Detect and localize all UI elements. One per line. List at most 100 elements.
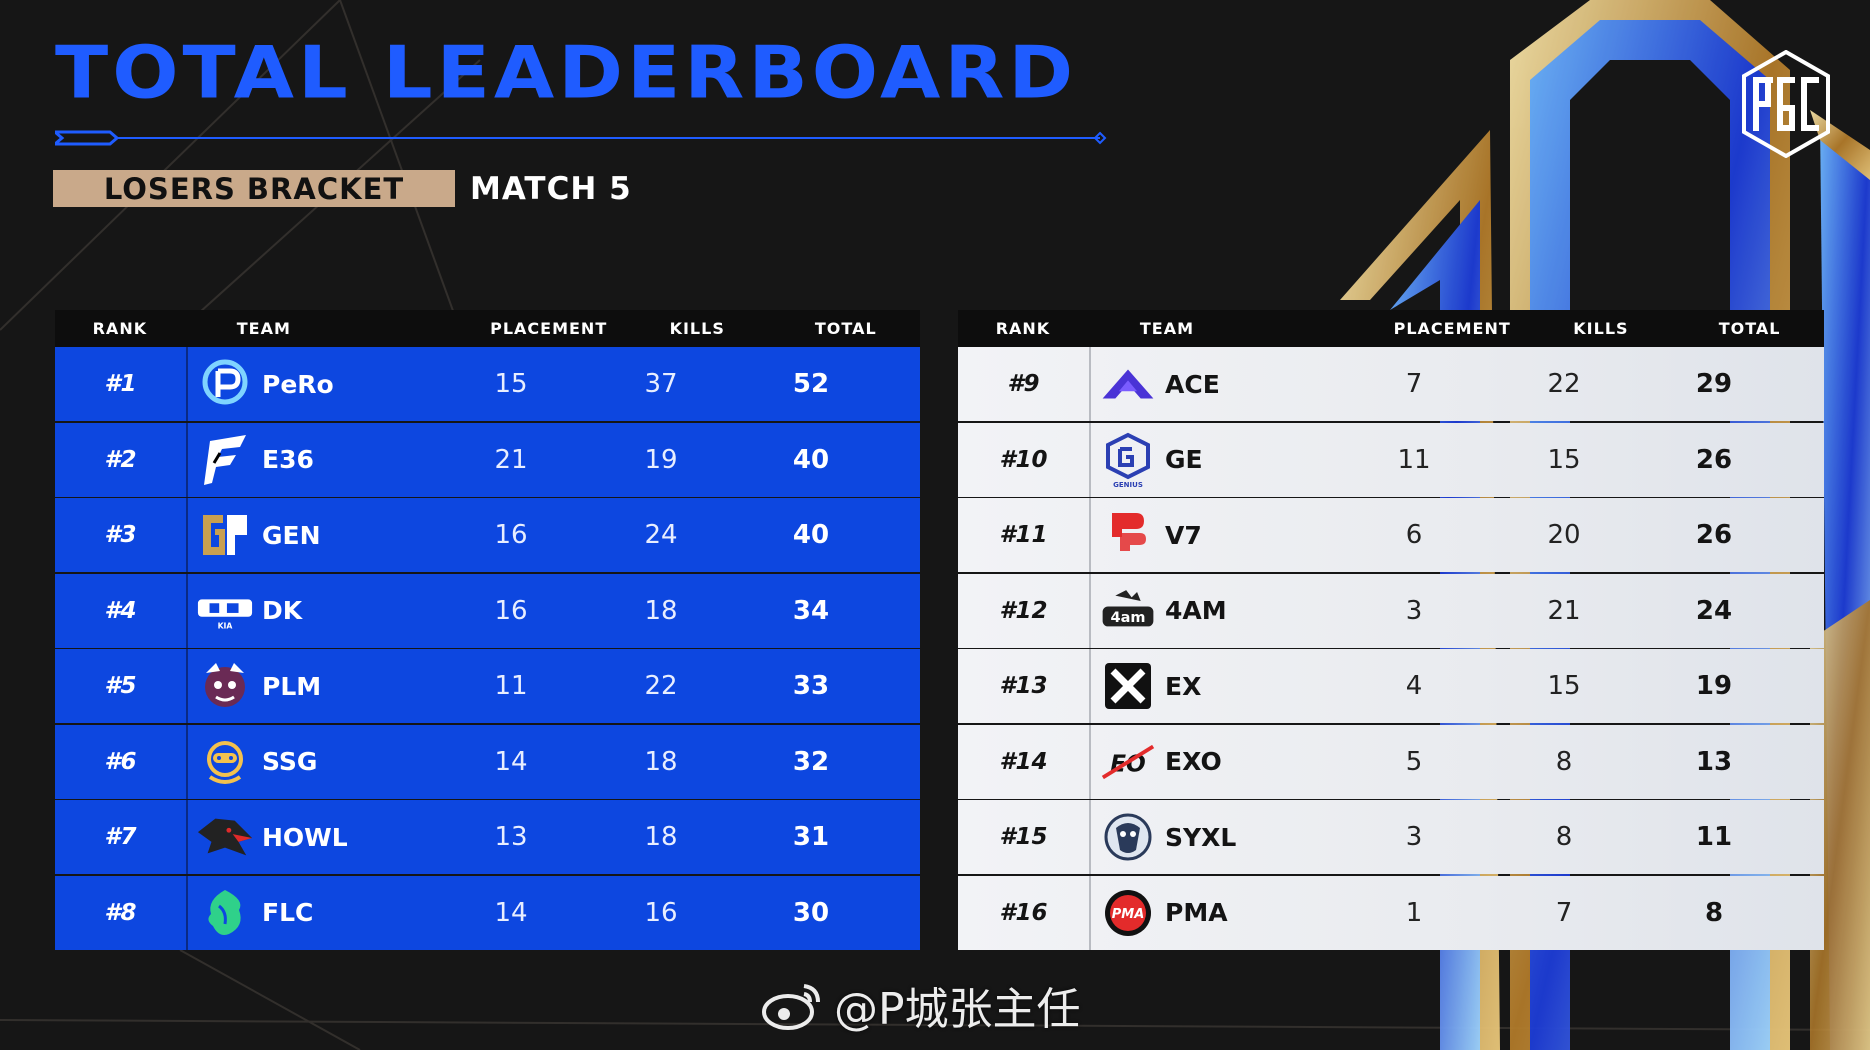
kills-cell: 7 — [1555, 897, 1573, 928]
table-row: #12 4am 4AM 3 21 24 — [958, 573, 1824, 648]
placement-cell: 21 — [494, 444, 528, 475]
placement-cell: 3 — [1405, 822, 1423, 852]
rank-cell: #10 — [999, 446, 1048, 473]
flc-logo-icon — [196, 884, 254, 942]
team-name: EXO — [1165, 747, 1222, 776]
total-cell: 29 — [1695, 369, 1733, 399]
dk-logo-icon: KIA — [196, 582, 254, 640]
table-row: #3 GEN 16 24 40 — [55, 498, 920, 572]
placement-cell: 11 — [494, 671, 528, 701]
bracket-tag: LOSERS BRACKET — [53, 170, 455, 207]
kills-cell: 8 — [1555, 746, 1573, 777]
rank-cell: #12 — [999, 597, 1048, 624]
header-kills: KILLS — [1573, 319, 1629, 338]
rank-cell: #2 — [104, 446, 137, 473]
rank-cell: #14 — [999, 748, 1048, 775]
svg-text:GENIUS: GENIUS — [1113, 481, 1143, 489]
team-name: HOWL — [262, 822, 348, 852]
kills-cell: 37 — [644, 369, 678, 399]
table-row: #8 FLC 14 16 30 — [55, 875, 920, 950]
team-name: ACE — [1165, 369, 1220, 399]
weibo-icon — [762, 984, 820, 1030]
team-name: PLM — [262, 671, 322, 701]
svg-text:4am: 4am — [1111, 609, 1146, 625]
total-cell: 30 — [792, 897, 830, 928]
svg-text:PMA: PMA — [1112, 907, 1145, 922]
leaderboard-table-left: RANK TEAM PLACEMENT KILLS TOTAL #1 PeRo … — [55, 310, 920, 951]
ex-logo-icon — [1099, 657, 1157, 715]
table-row: #1 PeRo 15 37 52 — [55, 347, 920, 421]
rank-cell: #9 — [1007, 371, 1040, 397]
kills-cell: 22 — [644, 671, 678, 701]
total-cell: 33 — [792, 671, 830, 701]
kills-cell: 15 — [1547, 444, 1581, 475]
header-placement: PLACEMENT — [490, 319, 608, 338]
kills-cell: 19 — [644, 444, 678, 475]
table-row: #6 SSG 14 18 32 — [55, 724, 920, 799]
exo-logo-icon: EO — [1099, 733, 1157, 791]
gen-logo-icon — [196, 506, 254, 564]
table-row: #14 EO EXO 5 8 13 — [958, 724, 1824, 799]
rank-cell: #1 — [104, 371, 137, 397]
table-header: RANK TEAM PLACEMENT KILLS TOTAL — [958, 310, 1824, 347]
table-row: #4 KIA DK 16 18 34 — [55, 573, 920, 648]
placement-cell: 7 — [1405, 369, 1423, 399]
table-row: #13 EX 4 15 19 — [958, 649, 1824, 723]
header-rank: RANK — [92, 319, 148, 338]
total-cell: 34 — [792, 595, 830, 626]
rank-cell: #16 — [999, 899, 1048, 926]
plm-logo-icon — [196, 657, 254, 715]
team-name: 4AM — [1165, 596, 1227, 625]
watermark: @P城张主任 — [760, 975, 1081, 1035]
placement-cell: 14 — [494, 897, 528, 928]
placement-cell: 5 — [1405, 746, 1423, 777]
team-name: EX — [1165, 671, 1202, 701]
v7-logo-icon — [1099, 506, 1157, 564]
rank-cell: #5 — [104, 673, 137, 699]
placement-cell: 4 — [1405, 671, 1423, 701]
title-underline — [55, 130, 1107, 146]
rank-cell: #11 — [999, 522, 1048, 548]
header-kills: KILLS — [669, 319, 725, 338]
total-cell: 52 — [792, 369, 830, 399]
ge-logo-icon: GENIUS — [1099, 431, 1157, 489]
watermark-text: @P城张主任 — [834, 984, 1081, 1035]
team-name: PeRo — [262, 369, 334, 399]
total-cell: 24 — [1695, 595, 1733, 626]
kills-cell: 22 — [1547, 369, 1581, 399]
kills-cell: 18 — [644, 822, 678, 852]
header-total: TOTAL — [1718, 319, 1781, 338]
table-row: #15 SYXL 3 8 11 — [958, 800, 1824, 874]
leaderboard-table-right: RANK TEAM PLACEMENT KILLS TOTAL #9 ACE 7… — [958, 310, 1824, 951]
kills-cell: 8 — [1555, 822, 1573, 852]
table-row: #16 PMA PMA 1 7 8 — [958, 875, 1824, 950]
team-name: SSG — [262, 747, 318, 776]
total-cell: 31 — [792, 822, 830, 852]
table-row: #5 PLM 11 22 33 — [55, 649, 920, 723]
ssg-logo-icon — [196, 733, 254, 791]
table-row: #2 E36 21 19 40 — [55, 422, 920, 497]
placement-cell: 1 — [1405, 897, 1423, 928]
placement-cell: 16 — [494, 520, 528, 550]
placement-cell: 11 — [1397, 444, 1431, 475]
table-row: #11 V7 6 20 26 — [958, 498, 1824, 572]
header-total: TOTAL — [814, 319, 877, 338]
header-team: TEAM — [1139, 319, 1195, 338]
team-name: GEN — [262, 520, 321, 550]
table-header: RANK TEAM PLACEMENT KILLS TOTAL — [55, 310, 920, 347]
kills-cell: 20 — [1547, 520, 1581, 550]
table-row: #10 GENIUS GE 11 15 26 — [958, 422, 1824, 497]
kills-cell: 21 — [1547, 595, 1581, 626]
kills-cell: 16 — [644, 897, 678, 928]
total-cell: 26 — [1695, 520, 1733, 550]
pma-logo-icon: PMA — [1099, 884, 1157, 942]
header-rank: RANK — [995, 319, 1051, 338]
team-name: FLC — [262, 898, 314, 927]
total-cell: 40 — [792, 444, 830, 475]
total-cell: 19 — [1695, 671, 1733, 701]
team-name: PMA — [1165, 898, 1228, 927]
placement-cell: 16 — [494, 595, 528, 626]
pero-logo-icon — [196, 355, 254, 413]
placement-cell: 3 — [1405, 595, 1423, 626]
syxl-logo-icon — [1099, 808, 1157, 866]
